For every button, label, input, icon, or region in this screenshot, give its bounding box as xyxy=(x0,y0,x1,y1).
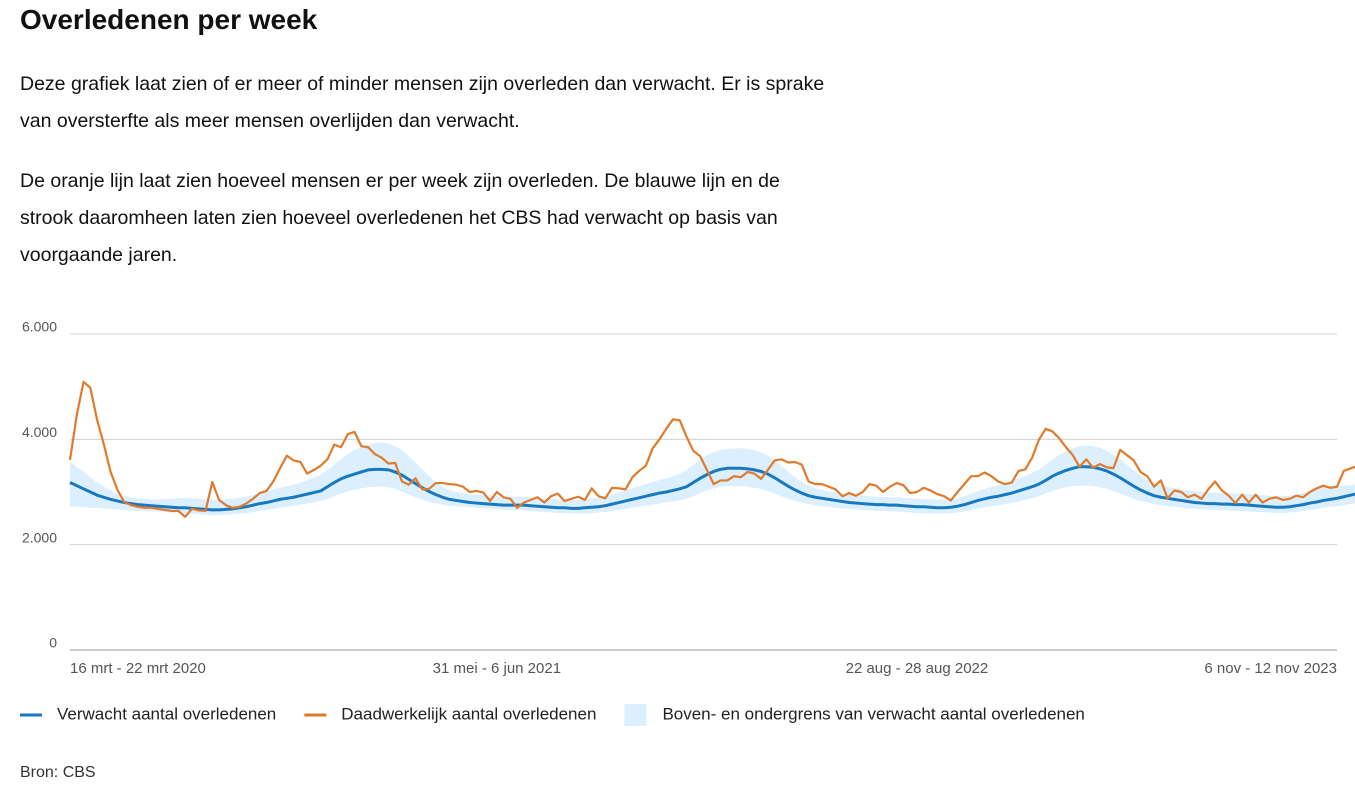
source: Bron: CBS xyxy=(20,764,96,781)
text-line: strook daaromheen laten zien hoeveel ove… xyxy=(20,207,778,229)
legend-label: Boven- en ondergrens van verwacht aantal… xyxy=(662,704,1084,723)
series-line xyxy=(69,465,1355,512)
legend-swatch xyxy=(624,704,647,726)
x-tick-label: 31 mei - 6 jun 2021 xyxy=(433,660,561,677)
x-tick-label: 6 nov - 12 nov 2023 xyxy=(1204,660,1337,677)
legend-label: Verwacht aantal overledenen xyxy=(57,704,276,723)
chart: 0 2.000 4.000 6.000 16 mrt - 22 mrt 2020 31 m… xyxy=(20,319,1355,726)
paragraph: Deze grafiek laat zien of er meer of min… xyxy=(20,66,824,140)
paragraph: De oranje lijn laat zien hoeveel mensen … xyxy=(20,163,780,274)
band xyxy=(70,442,1355,516)
text-line: voorgaande jaren. xyxy=(20,244,178,266)
text-line: van oversterfte als meer mensen overlijd… xyxy=(20,110,520,132)
series-line xyxy=(68,380,1355,518)
y-tick-label: 6.000 xyxy=(22,319,57,335)
x-tick-label: 22 aug - 28 aug 2022 xyxy=(846,660,989,677)
text-line: Deze grafiek laat zien of er meer of min… xyxy=(20,73,825,95)
y-tick-label: 2.000 xyxy=(22,529,57,545)
legend-label: Daadwerkelijk aantal overledenen xyxy=(341,704,596,723)
x-tick-label: 16 mrt - 22 mrt 2020 xyxy=(70,660,206,677)
y-tick-label: 4.000 xyxy=(22,424,57,440)
y-tick-label: 0 xyxy=(49,635,57,651)
title: Overledenen per week xyxy=(20,4,318,35)
text-line: De oranje lijn laat zien hoeveel mensen … xyxy=(20,170,780,192)
